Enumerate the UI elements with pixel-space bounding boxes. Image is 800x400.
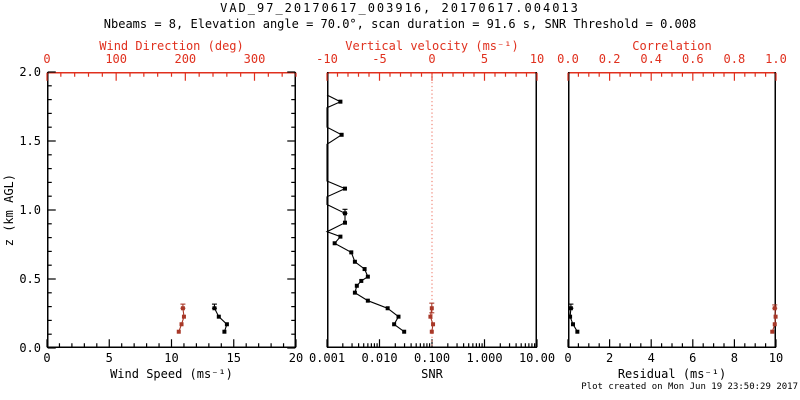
wind-bottom-tick-label: 15 [226, 351, 241, 365]
snr-axis-title: SNR [421, 367, 443, 381]
snr-top-tick-label: -10 [316, 52, 338, 66]
wind-bottom-tick-label: 20 [288, 351, 304, 365]
residual-bottom-tick-label: 2 [605, 351, 614, 365]
wind-top-tick-label: 300 [243, 52, 266, 66]
residual-top-tick-label: 0.2 [598, 52, 621, 66]
residual-axis-title: Residual (ms⁻¹) [617, 367, 727, 381]
wind-bottom-tick-label: 10 [164, 351, 179, 365]
wind-bottom-tick-label: 0 [43, 351, 51, 365]
y-tick-label: 1.0 [19, 203, 41, 217]
residual-top-tick-label: 0.8 [723, 52, 746, 66]
wind-direction-axis-title: Wind Direction (deg) [99, 39, 244, 53]
correlation-axis-title: Correlation [632, 39, 712, 53]
wind-speed-axis-title: Wind Speed (ms⁻¹) [110, 367, 233, 381]
residual-top-tick-label: 0.4 [640, 52, 663, 66]
residual-top-tick-label: 1.0 [765, 52, 787, 66]
snr-bottom-tick-label: 0.100 [413, 351, 451, 365]
residual-bottom-tick-label: 8 [730, 351, 739, 365]
residual-bottom-tick-label: 4 [647, 351, 655, 365]
y-tick-label: 1.5 [19, 134, 41, 148]
wind-bottom-tick-label: 5 [105, 351, 113, 365]
creation-timestamp: Plot created on Mon Jun 19 23:50:29 2017 [581, 382, 798, 392]
residual-bottom-tick-label: 6 [689, 351, 697, 365]
wind-top-tick-label: 200 [174, 52, 197, 66]
y-tick-label: 0.5 [19, 272, 41, 286]
snr-bottom-tick-label: 0.010 [361, 351, 398, 365]
wind-panel-plot [46, 71, 297, 349]
y-tick-label: 2.0 [19, 65, 41, 79]
residual-top-tick-label: 0.6 [681, 52, 704, 66]
snr-top-tick-label: 10 [529, 52, 545, 66]
plot-subtitle: Nbeams = 8, Elevation angle = 70.0°, sca… [103, 17, 697, 31]
snr-top-tick-label: 0 [428, 52, 436, 66]
snr-panel-plot [325, 72, 538, 348]
residual-panel-plot [567, 72, 778, 348]
snr-bottom-tick-label: 0.001 [308, 351, 346, 365]
snr-top-tick-label: 5 [480, 52, 489, 66]
residual-top-tick-label: 0.0 [557, 52, 579, 66]
residual-bottom-tick-label: 10 [768, 351, 784, 365]
snr-bottom-tick-label: 10.00 [518, 351, 556, 365]
snr-bottom-tick-label: 1.000 [466, 351, 503, 365]
wind-top-tick-label: 0 [43, 52, 51, 66]
y-tick-label: 0.0 [19, 341, 41, 355]
vertical-velocity-axis-title: Vertical velocity (ms⁻¹) [345, 39, 519, 53]
snr-top-tick-label: -5 [372, 52, 387, 66]
wind-top-tick-label: 100 [105, 52, 127, 66]
plot-title: VAD_97_20170617_003916, 20170617.004013 [220, 1, 580, 15]
residual-bottom-tick-label: 0 [564, 351, 572, 365]
